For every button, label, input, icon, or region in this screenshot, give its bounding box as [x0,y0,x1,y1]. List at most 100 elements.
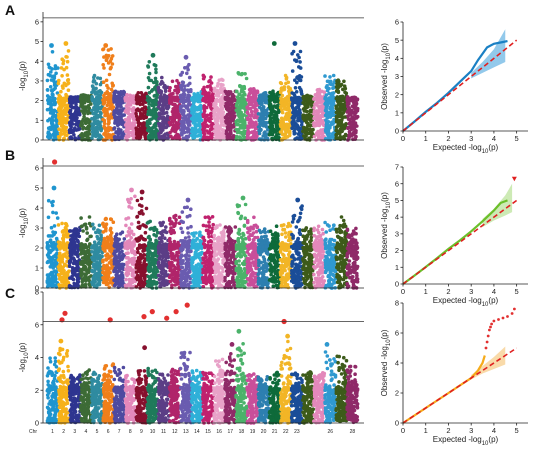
snp-point [66,49,71,53]
snp-point [195,106,199,110]
snp-point [308,123,313,128]
snp-point [309,109,314,114]
snp-point [204,99,208,104]
snp-point [192,110,196,114]
snp-point [198,122,202,127]
snp-point [134,111,138,116]
snp-point [54,236,59,241]
snp-point [95,254,100,258]
snp-point [253,126,258,131]
snp-point [147,128,152,133]
snp-point [168,97,172,101]
snp-point [82,272,86,276]
snp-point [105,56,109,61]
snp-point [91,262,96,267]
snp-point [65,234,69,239]
snp-point [334,136,339,140]
snp-point [117,116,121,121]
snp-point [148,98,153,103]
snp-point [225,108,230,112]
snp-point [219,119,224,124]
snp-point [56,131,60,136]
snp-point [95,261,99,266]
snp-point [342,126,346,131]
snp-point [70,128,74,133]
snp-point [102,121,107,126]
snp-point [104,78,109,83]
snp-point [124,136,128,140]
snp-point [141,122,145,127]
snp-point [62,271,67,276]
snp-point [180,133,184,137]
top-snp-point [49,43,54,48]
snp-point [229,115,233,120]
snp-point [186,94,191,99]
snp-point [188,81,192,86]
snp-point [258,95,263,100]
snp-point [209,123,214,127]
snp-point [186,88,190,92]
snp-point [148,121,152,126]
snp-point [65,59,70,64]
snp-point [105,103,110,108]
snp-point [256,112,261,116]
snp-point [48,98,52,103]
snp-point [72,98,77,103]
snp-point [109,47,113,51]
snp-point [102,118,107,123]
snp-point [235,95,240,99]
snp-point [212,113,216,117]
snp-point [45,94,50,98]
snp-point [118,264,123,269]
snp-point [164,125,169,130]
snp-point [102,99,107,103]
snp-point [89,234,93,239]
snp-point [71,256,76,261]
snp-point [312,109,317,114]
snp-point [101,80,106,84]
snp-point [348,110,353,114]
snp-point [133,194,137,199]
snp-point [68,245,73,250]
snp-point [164,136,168,140]
snp-point [244,76,249,81]
snp-point [279,124,283,129]
snp-point [96,273,101,278]
snp-point [293,131,297,135]
snp-point [91,85,95,89]
snp-point [182,124,187,128]
snp-point [72,247,77,251]
snp-point [65,224,69,228]
snp-point [104,242,108,247]
snp-point [72,234,77,238]
snp-point [270,125,275,130]
snp-point [192,104,196,108]
snp-point [208,78,212,83]
snp-point [97,101,101,106]
snp-point [61,61,65,66]
snp-point [180,104,184,108]
snp-point [234,108,239,112]
snp-point [352,103,356,108]
snp-point [165,106,170,111]
snp-point [79,251,84,256]
snp-point [145,94,150,99]
y-tick-label: 5 [35,37,39,46]
snp-point [278,81,283,85]
snp-point [56,112,61,117]
snp-point [92,73,97,78]
snp-point [326,128,331,133]
snp-point [55,216,60,220]
snp-point [189,133,194,138]
snp-point [253,113,258,118]
snp-point [45,88,50,92]
snp-point [310,128,315,132]
snp-point [334,106,339,111]
snp-point [71,250,76,255]
snp-point [175,78,179,83]
snp-point [254,103,259,108]
snp-point [254,136,258,140]
snp-point [55,124,59,129]
snp-point [89,102,93,106]
panel-label-b: B [5,147,15,163]
